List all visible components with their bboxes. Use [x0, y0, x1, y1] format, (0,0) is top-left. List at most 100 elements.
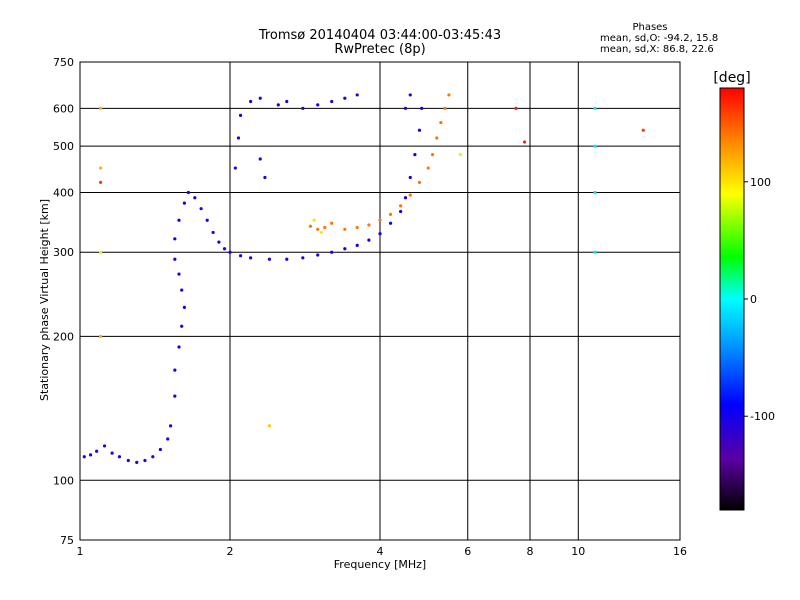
phase-stats: Phases mean, sd,O: -94.2, 15.8 mean, sd,…	[600, 22, 719, 55]
scatter-point	[236, 136, 241, 140]
scatter-point	[99, 166, 103, 170]
scatter-point	[228, 250, 232, 254]
scatter-point	[182, 201, 186, 205]
scatter-point	[263, 175, 267, 180]
scatter-point	[439, 121, 443, 125]
y-tick-label: 750	[53, 56, 74, 69]
scatter-point	[217, 240, 221, 244]
scatter-point	[522, 140, 527, 144]
scatter-point	[417, 180, 422, 184]
scatter-point	[95, 449, 99, 453]
scatter-point	[285, 257, 289, 261]
scatter-point	[301, 256, 305, 260]
scatter-point	[249, 256, 253, 260]
scatter-point	[308, 224, 313, 228]
scatter-point	[233, 166, 237, 170]
x-tick-label: 2	[227, 545, 234, 558]
grid-lines	[80, 62, 680, 540]
scatter-point	[435, 136, 439, 140]
scatter-point	[430, 153, 435, 157]
scatter-point	[641, 128, 645, 132]
scatter-point	[301, 106, 305, 110]
colorbar-tick-label: -100	[750, 410, 775, 423]
scatter-point	[316, 253, 320, 257]
scatter-point	[211, 230, 215, 235]
scatter-point	[458, 153, 463, 157]
colorbar-label: [deg]	[713, 70, 750, 86]
y-tick-label: 75	[60, 534, 74, 547]
scatter-point	[330, 221, 334, 225]
data-points	[82, 93, 645, 464]
scatter-point	[177, 218, 181, 222]
colorbar-tick-label: 100	[750, 176, 771, 189]
scatter-point	[355, 225, 359, 230]
scatter-point	[388, 221, 393, 225]
scatter-point	[169, 424, 173, 428]
scatter-point	[267, 257, 272, 261]
scatter-point	[388, 212, 393, 216]
scatter-point	[173, 394, 177, 398]
y-tick-label: 300	[53, 246, 74, 259]
scatter-point	[258, 96, 262, 100]
scatter-point	[514, 106, 518, 110]
scatter-point	[182, 305, 186, 309]
scatter-point	[355, 243, 359, 248]
scatter-point	[102, 444, 107, 448]
scatter-point	[367, 223, 371, 227]
scatter-point	[99, 334, 103, 338]
scatter-point	[258, 157, 262, 161]
scatter-point	[378, 218, 382, 222]
colorbar-tick-label: 0	[750, 293, 757, 306]
y-tick-label: 100	[53, 474, 74, 487]
scatter-point	[323, 225, 327, 230]
scatter-point	[177, 272, 181, 276]
scatter-point	[267, 424, 272, 428]
scatter-point	[408, 193, 412, 197]
scatter-point	[88, 453, 93, 457]
scatter-point	[355, 93, 359, 97]
scatter-point	[238, 254, 243, 258]
scatter-point	[180, 324, 184, 328]
scatter-point	[403, 106, 408, 110]
y-tick-label: 500	[53, 140, 74, 153]
scatter-point	[110, 451, 114, 455]
scatter-point	[173, 237, 177, 241]
scatter-point	[312, 218, 316, 222]
scatter-point	[173, 257, 177, 261]
scatter-point	[158, 447, 163, 452]
scatter-point	[413, 153, 417, 157]
scatter-point	[135, 460, 139, 464]
y-tick-label: 400	[53, 186, 74, 199]
scatter-point	[378, 232, 382, 236]
y-tick-label: 200	[53, 330, 74, 343]
x-tick-label: 10	[571, 545, 585, 558]
scatter-point	[403, 196, 408, 200]
scatter-point	[330, 99, 334, 104]
scatter-point	[166, 437, 170, 441]
scatter-point	[420, 106, 424, 110]
scatter-point	[593, 250, 597, 254]
scatter-point	[330, 250, 334, 254]
scatter-point	[238, 113, 243, 117]
scatter-point	[276, 103, 280, 107]
scatter-point	[343, 96, 347, 100]
scatter-point	[285, 99, 289, 104]
scatter-point	[249, 99, 253, 104]
axis-ticks: 1 2 4 6 8 10 16 75 100 200 300 400 500 600 750	[53, 56, 687, 558]
scatter-point	[399, 204, 403, 208]
chart-subtitle: RwPretec (8p)	[334, 42, 426, 57]
scatter-point	[343, 247, 347, 251]
scatter-point	[143, 458, 147, 463]
phase-stats-o: mean, sd,O: -94.2, 15.8	[600, 33, 719, 44]
scatter-point	[99, 250, 103, 254]
scatter-point	[593, 144, 597, 148]
x-axis-label: Frequency [MHz]	[334, 558, 426, 571]
scatter-point	[199, 207, 203, 211]
scatter-point	[151, 455, 155, 459]
scatter-point	[447, 93, 451, 97]
scatter-point	[126, 458, 130, 463]
scatter-point	[193, 196, 197, 200]
scatter-point	[593, 190, 597, 195]
colorbar-ticks: 100 0 -100	[744, 176, 775, 423]
